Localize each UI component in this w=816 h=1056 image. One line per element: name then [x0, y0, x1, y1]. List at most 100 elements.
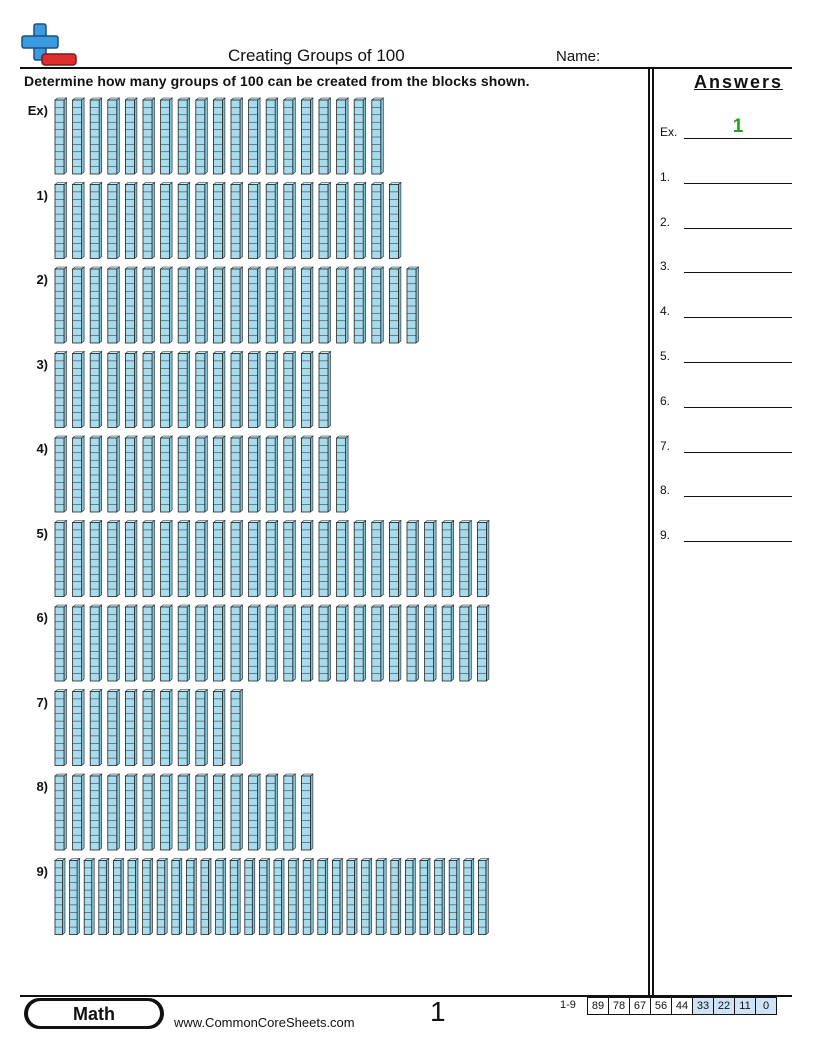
ten-rod-block-icon [406, 266, 420, 344]
ten-rod-block-icon [142, 773, 156, 851]
ten-rod-block-icon [177, 181, 191, 260]
ten-rod-block-icon [106, 688, 121, 767]
score-key-cell: 22 [713, 998, 734, 1014]
ten-rod-block-icon [335, 604, 349, 682]
score-key-label: 1-9 [560, 999, 576, 1011]
ten-rod-block-icon [71, 181, 85, 260]
answer-label: 6. [660, 393, 671, 408]
ten-rod-block-icon [89, 435, 103, 513]
ten-rod-block-icon [194, 97, 209, 175]
ten-rod-block-icon [89, 266, 103, 344]
ten-rod-block-icon [458, 604, 473, 682]
ten-rod-block-icon [124, 773, 138, 851]
answer-blank-line[interactable] [684, 317, 792, 319]
score-key-table: 89 78 67 56 44 33 22 11 0 [587, 997, 777, 1015]
ten-rod-block-icon [282, 350, 297, 429]
ten-rod-block-icon [212, 97, 226, 175]
ten-rod-block-icon [353, 604, 367, 682]
ten-rod-block-icon [159, 266, 173, 344]
ten-rod-block-icon [230, 181, 244, 260]
ten-rod-block-icon [177, 350, 191, 429]
problem-label: 8) [36, 779, 48, 794]
ten-rod-block-icon [68, 857, 81, 936]
ten-rod-block-icon [212, 181, 226, 260]
ten-rod-block-icon [124, 266, 138, 344]
ten-rod-block-icon [375, 857, 388, 936]
ten-rod-block-icon [83, 857, 96, 936]
answer-blank-line[interactable] [684, 496, 792, 498]
ten-rod-block-icon [124, 350, 138, 429]
ten-rod-block-icon [229, 857, 242, 936]
ten-rod-block-icon [318, 519, 332, 598]
ten-rod-block-icon [159, 773, 173, 851]
ten-rod-block-icon [106, 181, 121, 260]
ten-rod-block-icon [331, 857, 344, 936]
ten-rod-block-icon [212, 266, 226, 344]
answer-blank-line[interactable] [684, 362, 792, 363]
answer-label: 2. [660, 214, 671, 229]
ten-rod-block-icon [89, 688, 103, 767]
ten-rod-block-icon [194, 435, 209, 513]
ten-rod-block-icon [230, 519, 244, 598]
answer-row: 9. [660, 520, 792, 543]
ten-rod-block-icon [200, 857, 212, 936]
ten-rod-block-icon [54, 519, 68, 598]
ten-rod-block-icon [476, 519, 490, 598]
ten-rod-block-icon [265, 181, 279, 260]
answer-blank-line[interactable] [684, 227, 792, 229]
ten-rod-block-icon [142, 266, 156, 344]
ten-rod-block-icon [230, 688, 244, 767]
ten-rod-block-icon [71, 266, 85, 344]
ten-rod-block-icon [282, 181, 297, 260]
answer-row: 2. [660, 207, 792, 229]
ten-rod-block-icon [419, 857, 431, 936]
answer-column-divider [648, 67, 650, 997]
ten-rod-block-icon [335, 435, 349, 513]
ten-rod-block-icon [458, 519, 473, 598]
ten-rod-block-icon [247, 350, 261, 429]
ten-rod-block-icon [159, 688, 173, 767]
ten-rod-block-icon [194, 350, 209, 429]
ten-rod-block-icon [370, 519, 385, 598]
problem-label: 7) [36, 694, 48, 710]
worksheet-title: Creating Groups of 100 [228, 46, 405, 65]
score-key-cell: 33 [692, 998, 713, 1014]
ten-rod-block-icon [212, 688, 226, 767]
ten-rod-block-icon [433, 857, 446, 936]
answer-label: 3. [660, 259, 671, 274]
answer-blank-line[interactable] [684, 272, 792, 274]
ten-rod-block-icon [230, 350, 244, 429]
ten-rod-block-icon [159, 97, 173, 175]
ten-rod-block-icon [194, 181, 209, 260]
ten-rod-block-icon [142, 604, 156, 682]
answer-blank-line[interactable] [684, 541, 792, 543]
ten-rod-block-icon [318, 435, 332, 513]
ten-rod-block-icon [54, 97, 68, 175]
ten-rod-block-icon [389, 857, 402, 936]
ten-rod-block-icon [142, 350, 156, 429]
ten-rod-block-icon [54, 773, 68, 851]
answer-blank-line[interactable] [684, 451, 792, 453]
answer-blank-line[interactable] [684, 182, 792, 184]
ten-rod-block-icon [282, 604, 297, 682]
ten-rod-block-icon [54, 266, 68, 344]
answer-blank-line[interactable] [684, 138, 792, 139]
website-link[interactable]: www.CommonCoreSheets.com [174, 1015, 355, 1030]
ten-rod-block-icon [353, 97, 367, 175]
answer-row: 1. [660, 162, 792, 184]
ten-rod-block-icon [282, 519, 297, 598]
ten-rod-block-icon [177, 266, 191, 344]
ten-rod-block-icon [247, 97, 261, 175]
ten-rod-block-icon [282, 435, 297, 513]
base-ten-blocks [54, 97, 490, 936]
ten-rod-block-icon [159, 350, 173, 429]
answer-row: 5. [660, 341, 792, 363]
ten-rod-block-icon [300, 350, 314, 429]
ten-rod-block-icon [212, 604, 226, 682]
ten-rod-block-icon [318, 604, 332, 682]
problem-label: 3) [36, 356, 48, 372]
ten-rod-block-icon [54, 604, 68, 682]
answer-blank-line[interactable] [684, 406, 792, 408]
ten-rod-block-icon [159, 181, 173, 260]
answer-label: 5. [660, 349, 671, 363]
